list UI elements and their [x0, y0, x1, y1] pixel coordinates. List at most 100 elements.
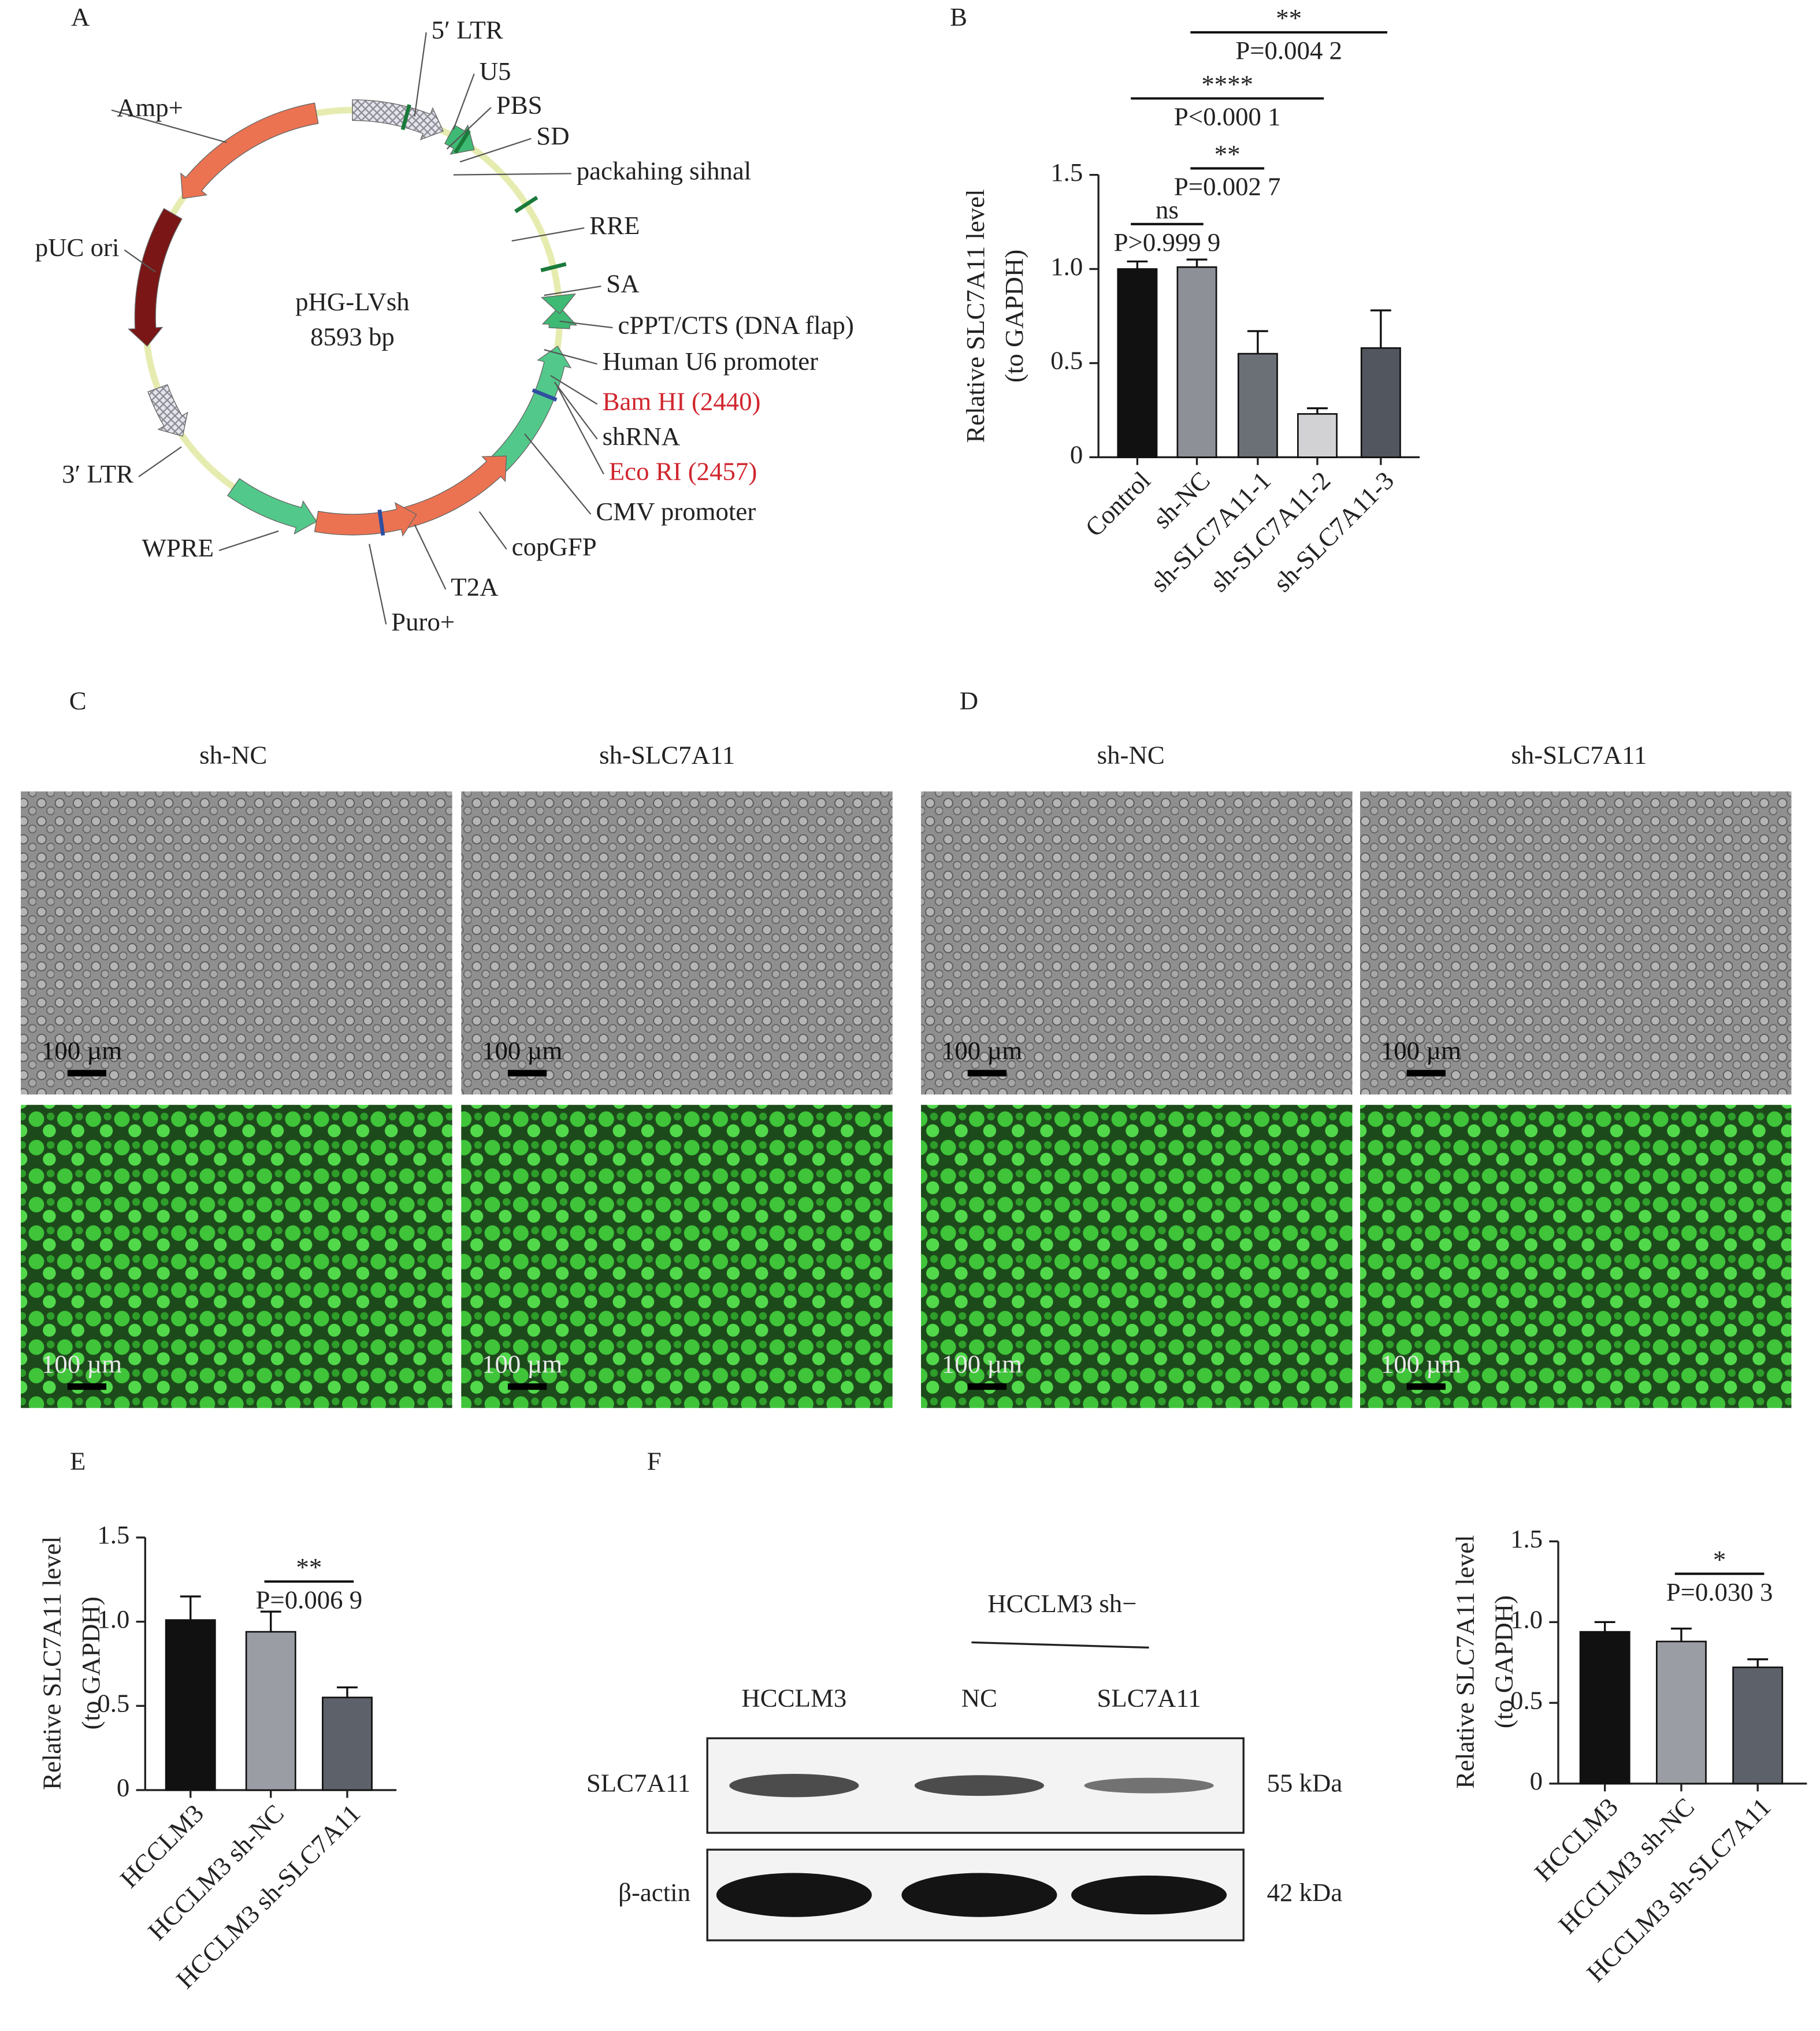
scale-bar-label: 100 µm: [1381, 1036, 1461, 1065]
site-mark: [377, 509, 385, 536]
leader-line: [478, 511, 507, 550]
bar: [1117, 268, 1158, 458]
scale-bar: [1406, 1070, 1446, 1076]
panel-label: C: [69, 686, 87, 715]
y-tick-label: 0: [1530, 1766, 1543, 1795]
puro-arrow: [314, 502, 417, 537]
scale-bar-label: 100 µm: [42, 1036, 122, 1065]
micrograph: [461, 1105, 893, 1408]
site-mark: [454, 129, 471, 154]
scale-bar: [507, 1070, 547, 1076]
bar: [1237, 352, 1278, 458]
bar: [1579, 1631, 1630, 1785]
column-title: sh-SLC7A11: [1511, 741, 1647, 770]
y-tick-label: 1.5: [1510, 1524, 1543, 1553]
p-value: P=0.002 7: [1174, 172, 1281, 201]
bar: [245, 1631, 296, 1791]
cppt-arrow: [541, 306, 578, 329]
scale-bar: [967, 1383, 1007, 1390]
packaging-arrow: [444, 124, 475, 155]
error-bar: [1370, 309, 1391, 348]
leader-line: [556, 385, 604, 474]
feature-label: 5′ LTR: [432, 15, 503, 44]
leader-line: [459, 138, 532, 163]
y-tick-label: 1.0: [1050, 252, 1083, 281]
bar: [1360, 347, 1401, 458]
feature-label: T2A: [451, 572, 499, 601]
leader-line: [452, 73, 475, 130]
significance-label: **: [1214, 140, 1240, 169]
leader-line: [559, 320, 613, 329]
site-mark: [400, 104, 411, 131]
x-tick-label: HCCLM3 sh-NC: [1553, 1792, 1700, 1940]
band: [1084, 1777, 1214, 1794]
scale-bar-label: 100 µm: [942, 1036, 1022, 1065]
leader-line: [446, 107, 492, 150]
lane-label: HCCLM3: [741, 1684, 846, 1713]
feature-label: WPRE: [142, 533, 214, 562]
leader-line: [414, 32, 427, 117]
leader-line: [544, 349, 597, 365]
plasmid-name: pHG-LVsh: [295, 287, 410, 316]
scale-bar-label: 100 µm: [482, 1036, 562, 1065]
band: [716, 1873, 872, 1917]
scale-bar: [507, 1383, 547, 1390]
p-value: P<0.000 1: [1174, 102, 1281, 131]
y-tick-label: 0: [1070, 440, 1083, 469]
feature-label: RRE: [589, 211, 640, 240]
y-axis-label: Relative SLC7A11 level: [38, 1536, 66, 1790]
y-tick-label: 0: [117, 1773, 129, 1802]
scale-bar: [1406, 1383, 1446, 1390]
leader-line: [544, 285, 601, 296]
scale-bar-label: 100 µm: [942, 1349, 1022, 1378]
p-value: P>0.999 9: [1114, 228, 1221, 257]
panel-label: A: [71, 2, 90, 31]
x-tick-label: Control: [1079, 466, 1156, 542]
bar: [322, 1696, 373, 1791]
feature-label: shRNA: [603, 422, 681, 451]
p-value: P=0.030 3: [1666, 1577, 1773, 1606]
error-bar: [180, 1595, 201, 1620]
feature-label: Bam HI (2440): [603, 387, 761, 416]
micrograph: [461, 791, 893, 1095]
significance-label: **: [1276, 3, 1302, 32]
panel-label: F: [647, 1446, 662, 1475]
feature-label: Amp+: [117, 93, 183, 122]
feature-label: copGFP: [512, 532, 597, 561]
significance-label: *: [1713, 1545, 1726, 1574]
scale-bar-label: 100 µm: [482, 1349, 562, 1378]
error-bar: [1671, 1627, 1692, 1642]
scale-bar: [967, 1070, 1007, 1076]
feature-label: U5: [480, 57, 511, 86]
error-bar: [260, 1610, 281, 1632]
p-value: P=0.004 2: [1235, 36, 1342, 65]
error-bar: [1307, 407, 1328, 414]
site-mark: [532, 388, 558, 402]
scale-bar-label: 100 µm: [42, 1349, 122, 1378]
row-label: β-actin: [618, 1878, 690, 1907]
size-label: 55 kDa: [1267, 1768, 1343, 1797]
bar: [1656, 1640, 1707, 1785]
band: [901, 1873, 1057, 1917]
amp-arrow: [180, 102, 319, 199]
ltr-arrow: [147, 384, 188, 437]
column-title: sh-SLC7A11: [599, 741, 735, 770]
copgfp-arrow: [403, 455, 507, 528]
leader-line: [453, 173, 571, 176]
error-bar: [1247, 330, 1268, 354]
feature-label: Puro+: [391, 607, 455, 636]
lane-label: NC: [961, 1684, 997, 1713]
leader-line: [550, 375, 598, 405]
feature-label: CMV promoter: [596, 497, 756, 526]
scale-bar-label: 100 µm: [1381, 1349, 1461, 1378]
scale-bar: [67, 1070, 107, 1076]
leader-line: [138, 446, 182, 477]
u6-arrow: [491, 346, 572, 472]
feature-label: SA: [606, 269, 640, 298]
micrograph: [921, 791, 1353, 1095]
feature-label: Eco RI (2457): [609, 457, 757, 486]
scale-bar: [67, 1383, 107, 1390]
ltr-arrow: [352, 99, 444, 140]
y-tick-label: 1.5: [1050, 158, 1083, 187]
leader-line: [414, 524, 447, 590]
